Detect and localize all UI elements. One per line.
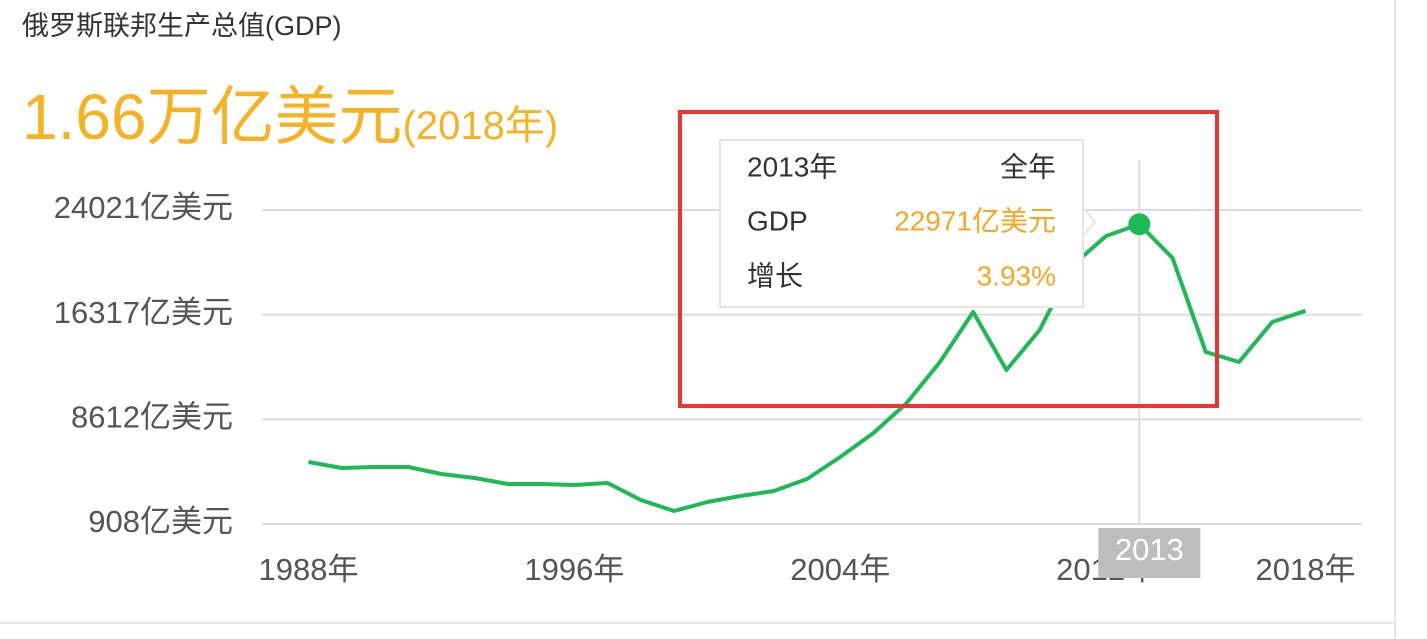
tooltip-period: 全年 bbox=[1000, 151, 1056, 182]
tooltip-label: GDP bbox=[747, 205, 808, 236]
x-tick-label: 2004年 bbox=[790, 552, 890, 587]
highlight-x-box bbox=[1098, 528, 1201, 578]
x-tick-label: 1988年 bbox=[259, 552, 359, 587]
tooltip-box bbox=[719, 139, 1084, 308]
y-tick-label: 16317亿美元 bbox=[54, 295, 233, 330]
x-tick-label: 1996年 bbox=[524, 552, 624, 587]
tooltip-year: 2013年 bbox=[747, 151, 837, 182]
headline: 1.66万亿美元(2018年) bbox=[22, 66, 558, 158]
annotation-box bbox=[678, 110, 1219, 408]
highlight-x-label: 2013 bbox=[1115, 532, 1184, 567]
y-tick-label: 908亿美元 bbox=[88, 504, 233, 539]
tooltip-value: 3.93% bbox=[977, 260, 1056, 291]
tooltip-arrow bbox=[1082, 205, 1097, 239]
x-tick-label: 2018年 bbox=[1256, 552, 1356, 587]
tooltip-label: 增长 bbox=[747, 260, 803, 291]
y-tick-label: 24021亿美元 bbox=[54, 190, 233, 225]
title: 俄罗斯联邦生产总值(GDP) bbox=[22, 11, 342, 41]
y-tick-label: 8612亿美元 bbox=[71, 400, 233, 435]
headline-year: (2018年) bbox=[402, 104, 559, 148]
headline-value: 1.66万亿美元 bbox=[22, 81, 403, 153]
highlight-point bbox=[1128, 213, 1151, 236]
tooltip-value: 22971亿美元 bbox=[894, 205, 1056, 236]
